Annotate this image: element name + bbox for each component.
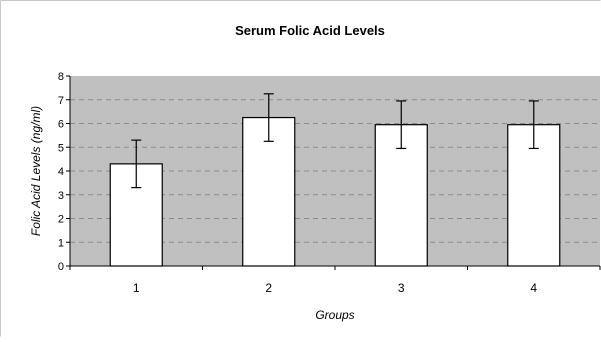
axes	[66, 75, 601, 270]
y-tick-label: 4	[58, 166, 64, 178]
x-tick-label: 1	[133, 281, 140, 295]
y-axis-label: Folic Acid Levels (ng/ml)	[29, 106, 43, 236]
y-tick-label: 0	[58, 261, 64, 273]
x-tick-label: 4	[530, 281, 537, 295]
y-tick-label: 8	[58, 71, 64, 83]
y-tick-labels: 0 1 2 3 4 5 6 7 8	[58, 71, 64, 273]
chart-title: Serum Folic Acid Levels	[235, 23, 385, 38]
y-tick-label: 7	[58, 95, 64, 107]
x-tick-label: 2	[265, 281, 272, 295]
bars	[109, 116, 561, 267]
y-tick-label: 5	[58, 142, 64, 154]
y-tick-label: 2	[58, 214, 64, 226]
x-tick-labels: 1 2 3 4	[133, 281, 538, 295]
y-tick-label: 1	[58, 237, 64, 249]
bar	[242, 116, 296, 267]
x-tick-label: 3	[398, 281, 405, 295]
error-bars	[131, 93, 539, 189]
y-tick-label: 6	[58, 119, 64, 131]
y-tick-label: 3	[58, 190, 64, 202]
x-axis-label: Groups	[315, 308, 354, 322]
